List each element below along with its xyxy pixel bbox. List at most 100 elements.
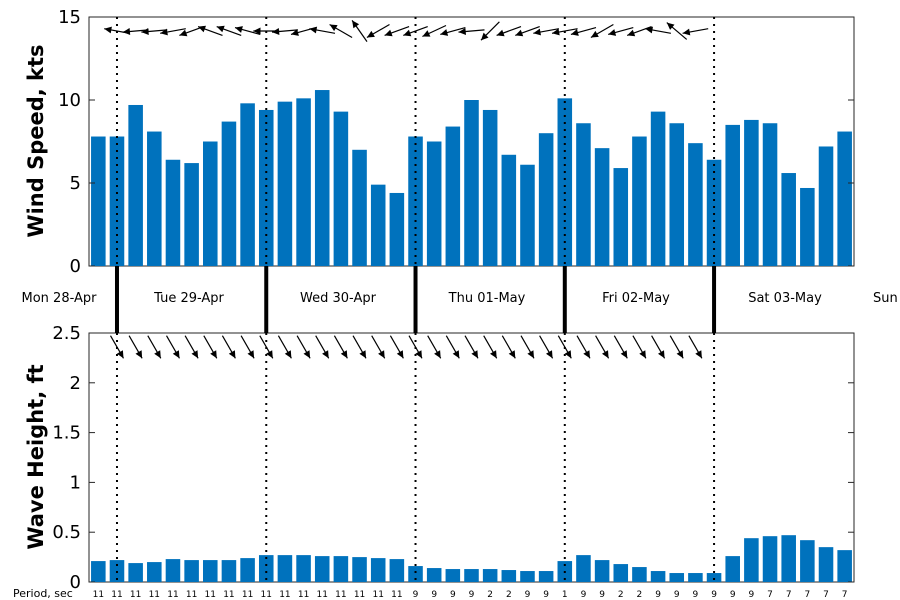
- period-value: 7: [842, 590, 848, 600]
- wave-bar: [632, 567, 647, 582]
- wind-bar: [800, 187, 815, 266]
- wind-bar: [650, 111, 666, 267]
- wave-bar: [800, 540, 815, 582]
- wave-direction-arrow: [184, 335, 199, 359]
- period-value: 9: [693, 590, 699, 600]
- wave-direction-arrow: [576, 335, 591, 359]
- wind-bar: [818, 146, 834, 266]
- period-value: 2: [637, 590, 643, 600]
- wave-direction-arrow: [315, 335, 330, 359]
- wind-bar: [165, 159, 181, 266]
- period-value: 11: [223, 590, 234, 600]
- period-value: 11: [186, 590, 197, 600]
- wave-direction-arrow: [483, 335, 498, 359]
- wave-bar: [837, 550, 852, 582]
- wave-direction-arrow: [371, 335, 386, 359]
- period-value: 2: [618, 590, 624, 600]
- wind-bar: [464, 100, 479, 266]
- day-separators-group: [114, 17, 717, 582]
- wind-y-tick-label: 5: [70, 173, 81, 194]
- wave-bar: [165, 559, 181, 582]
- wind-direction-arrow: [570, 27, 597, 36]
- period-value: 9: [730, 590, 736, 600]
- wave-bar: [482, 569, 498, 582]
- wave-bar: [203, 560, 218, 582]
- wave-bar: [464, 569, 479, 582]
- period-value: 11: [335, 590, 346, 600]
- period-value: 11: [149, 590, 160, 600]
- period-value: 9: [749, 590, 755, 600]
- wind-direction-arrow: [384, 26, 410, 37]
- wind-bar: [744, 119, 759, 266]
- wave-bar: [520, 571, 535, 582]
- wave-bar: [818, 547, 834, 582]
- wind-bar: [725, 124, 740, 267]
- period-value: 7: [767, 590, 773, 600]
- wind-bar: [688, 143, 703, 266]
- period-value: 9: [431, 590, 437, 600]
- wave-bar: [744, 538, 759, 582]
- wind-direction-arrow: [626, 26, 652, 37]
- wave-bar: [128, 563, 143, 582]
- wave-bar: [576, 555, 591, 582]
- wave-bar: [370, 558, 386, 582]
- period-value: 11: [372, 590, 383, 600]
- wind-direction-arrow: [234, 26, 261, 35]
- wind-bar: [408, 136, 423, 266]
- period-title: Period, sec: [13, 587, 73, 600]
- period-value: 9: [543, 590, 549, 600]
- wind-bar: [128, 104, 143, 266]
- wind-direction-arrow: [197, 25, 223, 36]
- wave-direction-arrow: [128, 335, 143, 359]
- wave-y-tick-label: 1: [70, 472, 81, 493]
- wind-direction-arrow: [122, 28, 149, 35]
- wind-bar: [632, 136, 647, 266]
- period-value: 11: [354, 590, 365, 600]
- wave-axes-frame: [88, 332, 855, 583]
- period-value: 7: [786, 590, 792, 600]
- period-value: 7: [823, 590, 829, 600]
- period-value: 9: [581, 590, 587, 600]
- wave-bar: [688, 573, 703, 582]
- wave-direction-arrow: [595, 335, 610, 359]
- wind-bar: [837, 131, 852, 266]
- wave-direction-arrow: [669, 335, 684, 359]
- wind-direction-arrow: [141, 28, 168, 35]
- wave-bars-group: [91, 535, 852, 582]
- wind-direction-arrow: [271, 28, 298, 35]
- wind-bar: [333, 111, 349, 267]
- wave-direction-arrow: [147, 335, 162, 359]
- wave-bar: [613, 564, 629, 582]
- y-ticks-group: 0 5 10 15 0 0.5 1 1.5 2 2.5: [52, 7, 854, 593]
- wind-y-tick-label: 0: [70, 256, 81, 277]
- wind-bar: [314, 90, 330, 266]
- wave-direction-arrow: [427, 335, 442, 359]
- period-value: 1: [562, 590, 568, 600]
- wind-bar: [389, 192, 405, 266]
- period-value: 9: [450, 590, 456, 600]
- wave-bar: [258, 555, 274, 582]
- period-value: 11: [261, 590, 272, 600]
- wave-bar: [445, 569, 461, 582]
- wave-bar: [333, 556, 349, 582]
- period-value: 11: [391, 590, 402, 600]
- wind-bar: [91, 136, 106, 266]
- wave-bar: [781, 535, 796, 582]
- wave-direction-arrow: [520, 335, 535, 359]
- wind-bar: [426, 141, 442, 266]
- wind-bar: [706, 159, 722, 266]
- wave-y-tick-label: 0: [70, 572, 81, 593]
- wave-bar: [408, 566, 423, 582]
- wind-bar: [482, 109, 498, 267]
- wave-bar: [296, 555, 311, 582]
- day-label: Fri 02-May: [602, 291, 670, 306]
- wind-bar: [781, 173, 796, 266]
- period-value: 9: [655, 590, 661, 600]
- period-value: 11: [130, 590, 141, 600]
- wind-bar: [240, 103, 255, 266]
- wave-direction-arrow: [688, 335, 703, 359]
- wind-bar: [258, 109, 274, 267]
- period-value: 11: [111, 590, 122, 600]
- wind-arrows-group: [104, 20, 709, 42]
